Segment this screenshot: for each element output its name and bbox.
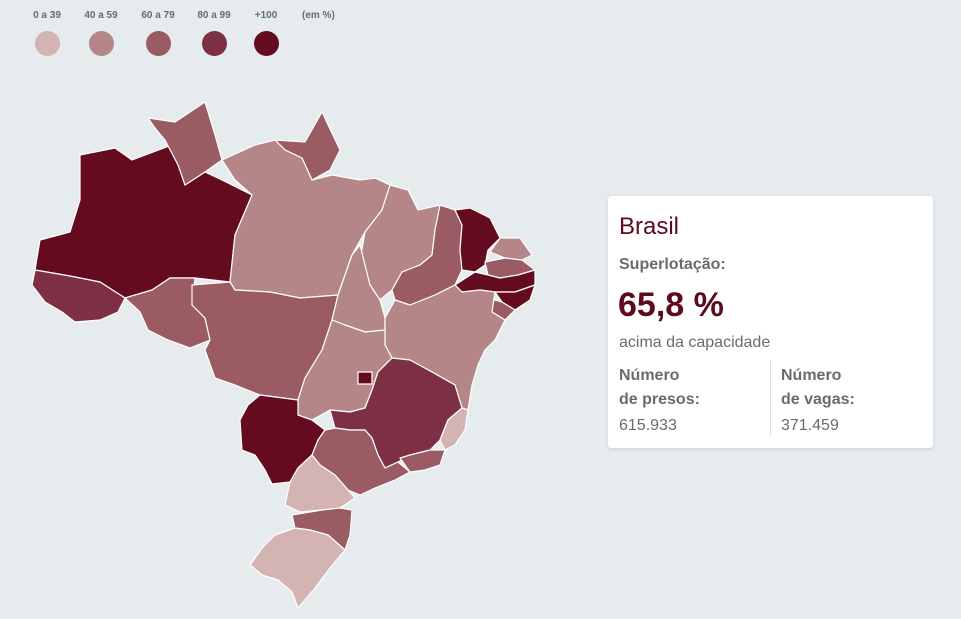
prisoners-label-line-1: Número <box>619 367 680 384</box>
state-distrito-federal[interactable] <box>357 371 373 385</box>
overcrowding-value: 65,8 % <box>618 286 724 324</box>
vacancies-label-line-1: Número <box>781 367 842 384</box>
info-card: Brasil Superlotação: 65,8 % acima da cap… <box>608 196 933 448</box>
overcrowding-label: Superlotação: <box>619 256 726 273</box>
prisoners-label-line-2: de presos: <box>619 391 700 408</box>
legend-item-40-59: 40 a 59 <box>71 10 131 56</box>
state-acre[interactable] <box>31 269 126 323</box>
brazil-map <box>31 101 536 609</box>
legend-swatch <box>88 31 114 56</box>
legend-item-80-99: 80 a 99 <box>184 10 244 56</box>
state-rio-de-janeiro[interactable] <box>399 449 446 473</box>
legend-label: 40 a 59 <box>84 10 118 21</box>
vacancies-label-line-2: de vagas: <box>781 391 855 408</box>
legend-item-0-39: 0 a 39 <box>17 10 77 56</box>
legend-label: 0 a 39 <box>33 10 61 21</box>
state-parana[interactable] <box>284 454 356 513</box>
legend-label: +100 <box>254 10 278 21</box>
state-roraima[interactable] <box>147 101 223 186</box>
legend-swatch <box>253 31 279 56</box>
overcrowding-caption: acima da capacidade <box>619 334 771 351</box>
vacancies-stat: Número de vagas: 371.459 <box>781 364 931 438</box>
legend-swatch <box>145 31 171 56</box>
legend-item-60-79: 60 a 79 <box>128 10 188 56</box>
prisoners-stat: Número de presos: 615.933 <box>619 364 769 438</box>
legend-unit: (em %) <box>302 10 335 21</box>
state-rio-grande-do-sul[interactable] <box>249 527 346 609</box>
legend-swatch <box>34 31 60 56</box>
state-ceara[interactable] <box>454 207 501 273</box>
stat-divider <box>770 360 771 436</box>
legend-swatch <box>201 31 227 56</box>
prisoners-value: 615.933 <box>619 417 677 434</box>
legend-item-100-plus: +100 <box>236 10 296 56</box>
vacancies-value: 371.459 <box>781 417 839 434</box>
region-title: Brasil <box>619 213 680 240</box>
legend-label: 80 a 99 <box>197 10 231 21</box>
state-espirito-santo[interactable] <box>439 407 469 451</box>
legend-label: 60 a 79 <box>141 10 175 21</box>
